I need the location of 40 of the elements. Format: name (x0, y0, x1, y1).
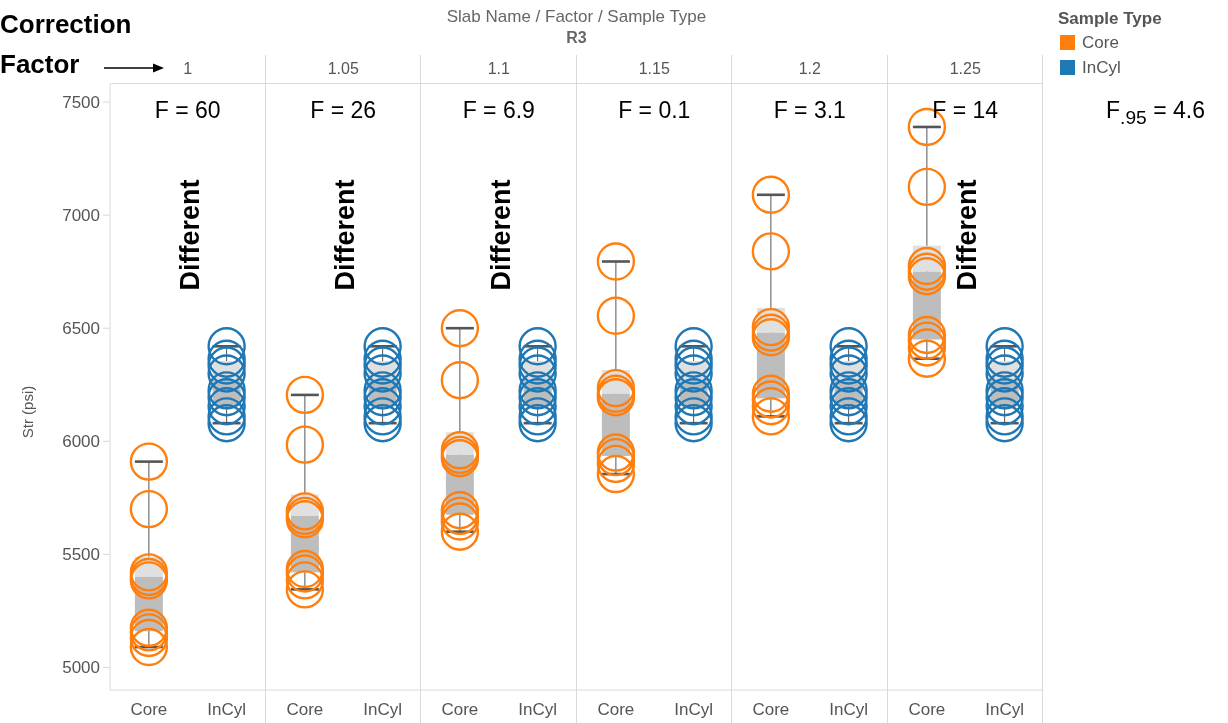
legend-label: InCyl (1082, 57, 1121, 78)
annotation: F = 6.9 (461, 96, 536, 124)
annotation: Different (174, 179, 205, 291)
annotation: Different (485, 179, 516, 291)
y-tick-label: 5500 (62, 545, 100, 565)
text: R3 (565, 28, 588, 48)
x-tick-label: InCyl (984, 700, 1024, 720)
annotation: Different (952, 179, 983, 291)
annotation: Different (330, 179, 361, 291)
y-tick-label: 6500 (62, 319, 100, 339)
chart-title: 1.2 (732, 55, 888, 84)
y-tick-label: 6000 (62, 432, 100, 452)
annotation: F = 26 (309, 96, 378, 124)
annotation: F = 60 (153, 96, 222, 124)
chart-title: 1.25 (887, 55, 1043, 84)
x-tick-label: Core (907, 700, 945, 720)
chart-title: 1.05 (265, 55, 421, 84)
annotation: F = 3.1 (772, 96, 847, 124)
x-tick-label: Core (752, 700, 790, 720)
x-tick-label: Core (285, 700, 323, 720)
y-axis-title: Str (psi) (18, 385, 36, 439)
y-tick-label: 5000 (62, 658, 100, 678)
x-tick-label: Core (441, 700, 479, 720)
x-tick-label: InCyl (673, 700, 713, 720)
text: F$_{.95}$ = 4.6 (1105, 96, 1206, 130)
x-tick-label: Core (596, 700, 634, 720)
chart-title: 1.1 (421, 55, 577, 84)
x-tick-label: InCyl (829, 700, 868, 720)
legend-title: Sample Type (1058, 8, 1162, 30)
text: Slab Name / Factor / Sample Type (445, 7, 708, 27)
chart-title: 1.15 (576, 55, 732, 84)
x-tick-label: InCyl (518, 700, 557, 720)
legend-label: Core (1082, 32, 1119, 53)
x-tick-label: InCyl (207, 700, 246, 720)
chart-title: 1 (110, 55, 266, 84)
x-tick-label: InCyl (362, 700, 402, 720)
y-tick-label: 7500 (62, 93, 100, 113)
annotation: F = 0.1 (617, 96, 692, 124)
x-tick-label: Core (130, 700, 168, 720)
y-tick-label: 7000 (62, 206, 100, 226)
